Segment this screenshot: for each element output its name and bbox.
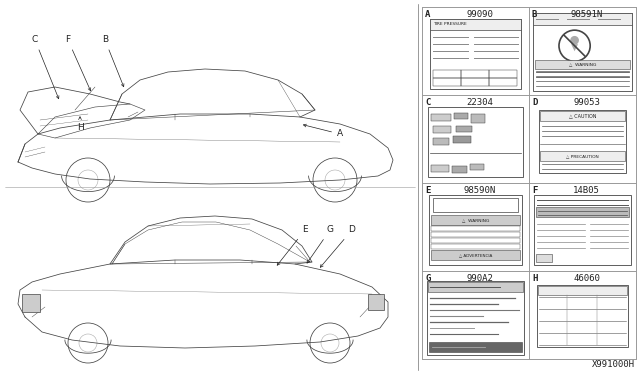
- Text: △ PRECAUTION: △ PRECAUTION: [566, 154, 599, 158]
- Text: H: H: [532, 274, 538, 283]
- Text: △  WARNING: △ WARNING: [462, 218, 489, 222]
- Bar: [539, 110, 626, 173]
- Bar: [431, 226, 520, 231]
- Bar: [540, 111, 625, 121]
- Text: 14B05: 14B05: [573, 186, 600, 195]
- Text: △  WARNING: △ WARNING: [569, 62, 596, 67]
- Bar: [533, 13, 632, 91]
- Bar: [454, 113, 468, 119]
- Bar: [470, 164, 484, 170]
- Bar: [536, 254, 552, 262]
- Bar: [430, 19, 521, 30]
- Bar: [431, 244, 520, 249]
- Bar: [428, 282, 523, 292]
- Text: D: D: [320, 225, 355, 267]
- Bar: [368, 294, 384, 310]
- Bar: [538, 286, 627, 295]
- Bar: [427, 281, 524, 355]
- Bar: [489, 78, 517, 86]
- Bar: [461, 78, 489, 86]
- Bar: [533, 13, 632, 25]
- Text: G: G: [425, 274, 430, 283]
- Bar: [534, 195, 631, 265]
- Bar: [453, 136, 471, 143]
- Bar: [536, 207, 629, 217]
- Text: 990A2: 990A2: [466, 274, 493, 283]
- Text: 46060: 46060: [573, 274, 600, 283]
- Bar: [433, 138, 449, 145]
- Text: C: C: [425, 98, 430, 107]
- Text: △ CAUTION: △ CAUTION: [569, 113, 596, 119]
- Circle shape: [570, 36, 579, 45]
- Text: △ ADVERTENCIA: △ ADVERTENCIA: [459, 253, 492, 257]
- Text: X991000H: X991000H: [592, 360, 635, 369]
- Bar: [430, 19, 521, 89]
- Bar: [461, 70, 489, 78]
- Text: E: E: [277, 225, 308, 265]
- Bar: [433, 198, 518, 212]
- Bar: [433, 70, 461, 78]
- Bar: [452, 166, 467, 173]
- Text: G: G: [307, 225, 333, 263]
- Bar: [22, 294, 40, 312]
- Text: C: C: [32, 35, 59, 99]
- Text: 99090: 99090: [466, 10, 493, 19]
- Text: A: A: [303, 124, 343, 138]
- Text: 22304: 22304: [466, 98, 493, 107]
- Text: B: B: [532, 10, 538, 19]
- Polygon shape: [571, 44, 578, 51]
- Bar: [489, 70, 517, 78]
- Text: B: B: [102, 35, 124, 87]
- Bar: [431, 232, 520, 237]
- Bar: [537, 285, 628, 347]
- Text: 98591N: 98591N: [570, 10, 603, 19]
- Text: F: F: [532, 186, 538, 195]
- Bar: [431, 250, 520, 260]
- Text: 98590N: 98590N: [463, 186, 495, 195]
- Text: F: F: [65, 35, 91, 91]
- Bar: [429, 195, 522, 265]
- Text: TIRE PRESSURE: TIRE PRESSURE: [433, 22, 467, 26]
- Bar: [429, 342, 522, 352]
- Bar: [433, 126, 451, 133]
- Text: H: H: [77, 117, 83, 132]
- Bar: [433, 78, 461, 86]
- Bar: [431, 114, 451, 121]
- Bar: [535, 60, 630, 69]
- Text: E: E: [425, 186, 430, 195]
- Bar: [456, 126, 472, 132]
- Text: D: D: [532, 98, 538, 107]
- Bar: [471, 114, 485, 123]
- Text: A: A: [425, 10, 430, 19]
- Text: 99053: 99053: [573, 98, 600, 107]
- Bar: [428, 107, 523, 177]
- Bar: [540, 151, 625, 161]
- Bar: [431, 238, 520, 243]
- Bar: [431, 165, 449, 172]
- Bar: [431, 215, 520, 225]
